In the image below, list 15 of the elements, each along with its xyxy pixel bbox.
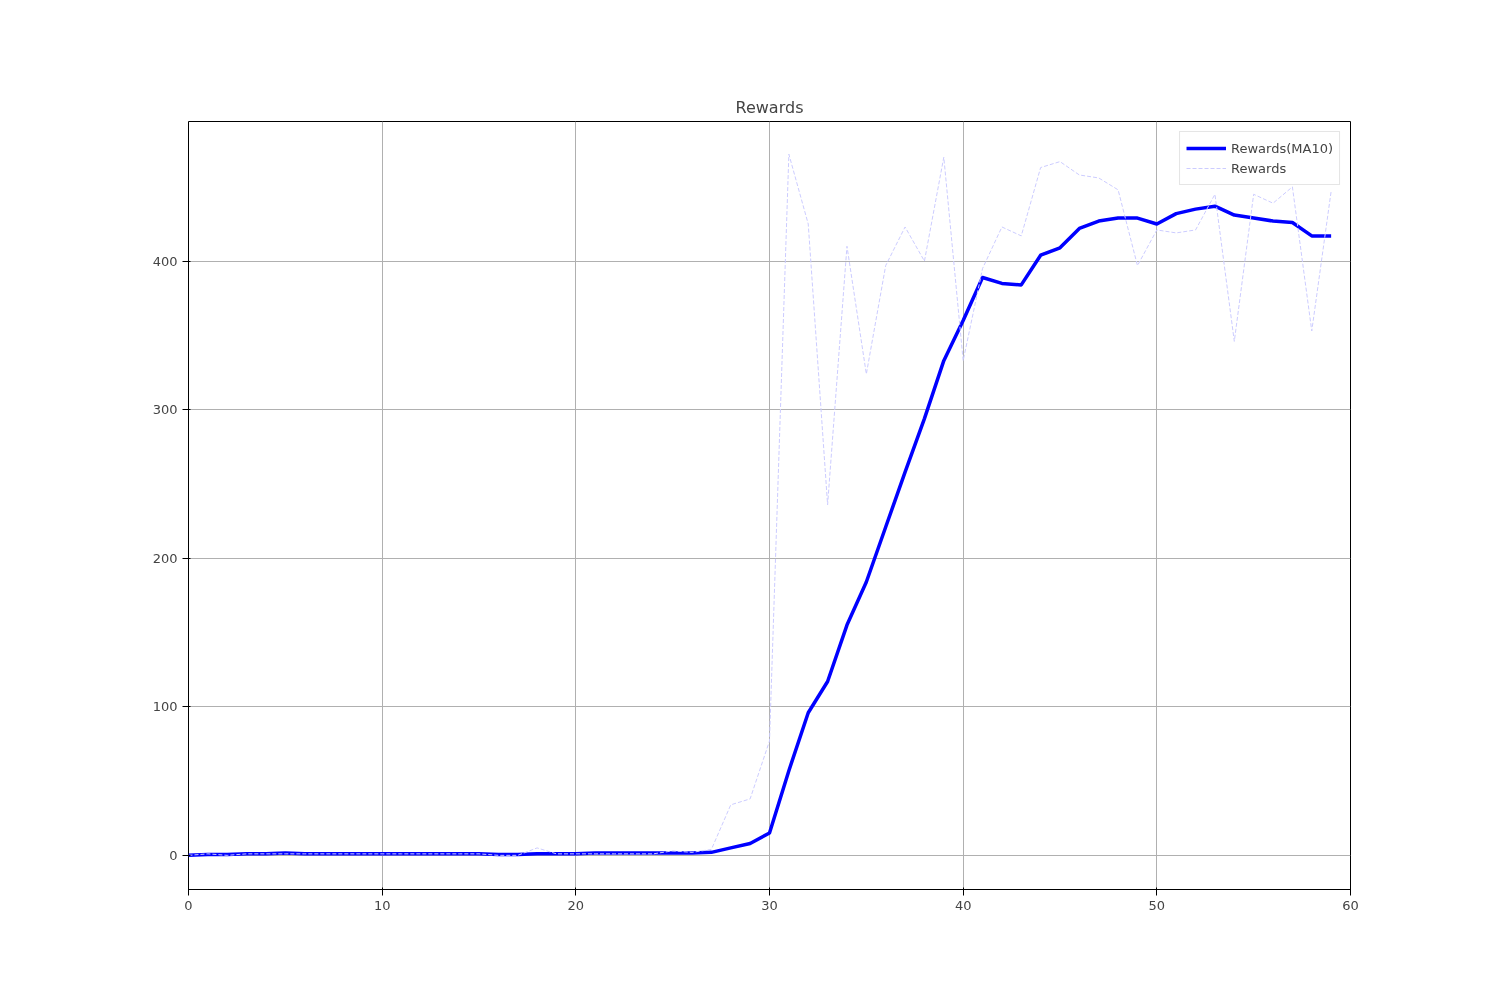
x-tick-label: 0 (184, 897, 193, 913)
chart-title: Rewards (735, 97, 804, 117)
x-tick-label: 30 (761, 897, 778, 913)
y-tick-label: 400 (152, 253, 178, 269)
x-tick-label: 60 (1342, 897, 1359, 913)
y-tick-label: 200 (152, 550, 178, 566)
x-tick-label: 10 (373, 897, 391, 913)
legend-label: Rewards(MA10) (1231, 140, 1333, 156)
x-tick-label: 50 (1148, 897, 1166, 913)
y-tick-label: 100 (152, 699, 178, 715)
x-tick-label: 20 (567, 897, 585, 913)
x-tick-label: 40 (954, 897, 972, 913)
y-tick-label: 0 (169, 847, 178, 863)
legend-label: Rewards (1231, 160, 1287, 176)
y-tick-label: 300 (152, 402, 178, 418)
